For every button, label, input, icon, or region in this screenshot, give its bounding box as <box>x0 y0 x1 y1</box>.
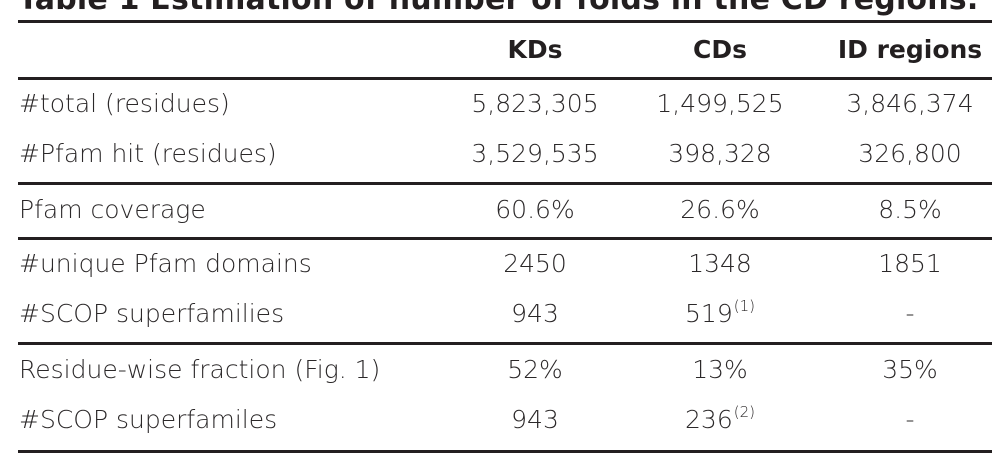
cell-id-regions: 326,800 <box>858 139 962 168</box>
row-separator <box>18 237 992 240</box>
cell-kds: 943 <box>511 299 559 328</box>
row-label: #total (residues) <box>19 89 230 118</box>
row-separator <box>18 342 992 345</box>
cell-kds: 52% <box>507 355 563 384</box>
cell-kds: 2450 <box>503 249 567 278</box>
cell-kds: 943 <box>511 405 559 434</box>
column-header-kds: KDs <box>507 35 563 64</box>
cell-cds: 26.6% <box>680 195 760 224</box>
cell-kds: 5,823,305 <box>471 89 599 118</box>
table-row: #total (residues) 5,823,305 1,499,525 3,… <box>0 84 1001 124</box>
row-label: #Pfam hit (residues) <box>19 139 277 168</box>
table-title: Table 1 Estimation of number of folds in… <box>18 0 978 17</box>
cell-cds: 398,328 <box>668 139 772 168</box>
table-row: Pfam coverage 60.6% 26.6% 8.5% <box>0 190 1001 230</box>
column-header-cds: CDs <box>693 35 747 64</box>
row-label: #SCOP superfamilies <box>19 299 285 328</box>
footnote-marker: (1) <box>733 297 755 315</box>
table-bottom-rule <box>18 450 992 453</box>
cell-kds: 3,529,535 <box>471 139 599 168</box>
cell-kds: 60.6% <box>495 195 575 224</box>
row-label: #unique Pfam domains <box>19 249 312 278</box>
table-row: Residue-wise fraction (Fig. 1) 52% 13% 3… <box>0 350 1001 390</box>
cell-id-regions: 1851 <box>878 249 942 278</box>
table-row: #unique Pfam domains 2450 1348 1851 <box>0 244 1001 284</box>
row-label: #SCOP superfamiles <box>19 405 278 434</box>
table-top-rule <box>18 20 992 23</box>
row-separator <box>18 182 992 185</box>
table-row: #Pfam hit (residues) 3,529,535 398,328 3… <box>0 134 1001 174</box>
cell-id-regions: 35% <box>882 355 938 384</box>
header-rule <box>18 77 992 80</box>
cell-id-regions: - <box>905 299 915 328</box>
table-row: #SCOP superfamiles 943 236(2) - <box>0 400 1001 440</box>
cell-id-regions: - <box>905 405 915 434</box>
cell-cds: 519(1) <box>685 297 755 329</box>
cell-id-regions: 3,846,374 <box>846 89 974 118</box>
table-row: #SCOP superfamilies 943 519(1) - <box>0 294 1001 334</box>
row-label: Pfam coverage <box>19 195 206 224</box>
cell-cds: 236(2) <box>685 403 755 435</box>
column-header-id-regions: ID regions <box>837 35 983 64</box>
cell-cds: 13% <box>692 355 748 384</box>
footnote-marker: (2) <box>733 403 755 421</box>
row-label: Residue-wise fraction (Fig. 1) <box>19 355 381 384</box>
cell-id-regions: 8.5% <box>878 195 942 224</box>
cell-cds: 1348 <box>688 249 752 278</box>
cell-cds: 1,499,525 <box>656 89 784 118</box>
